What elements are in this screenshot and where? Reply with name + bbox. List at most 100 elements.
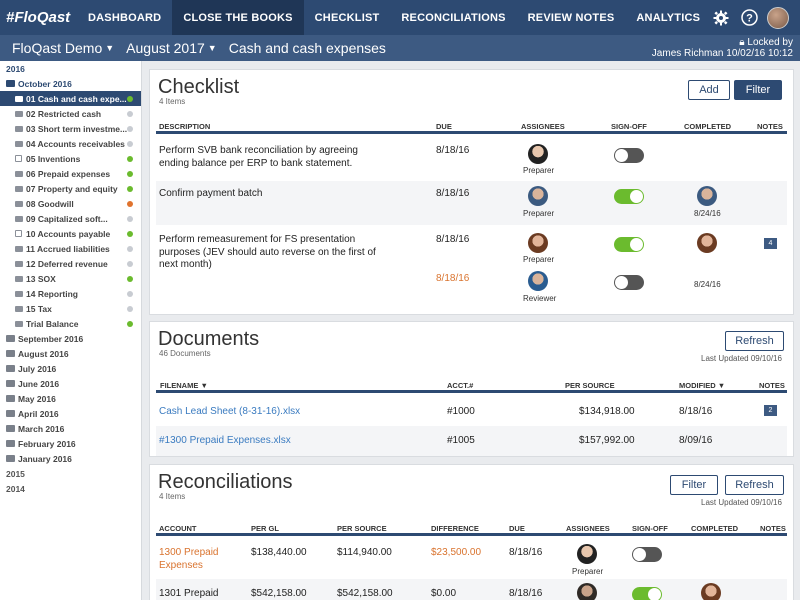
assignee-avatar[interactable] bbox=[577, 583, 597, 600]
sidebar-month[interactable]: July 2016 bbox=[0, 361, 141, 376]
sidebar-month[interactable]: March 2016 bbox=[0, 421, 141, 436]
sidebar-month[interactable]: June 2016 bbox=[0, 376, 141, 391]
sidebar-month-october-2016[interactable]: October 2016 bbox=[0, 76, 141, 91]
per-gl-amount: $542,158.00 bbox=[251, 588, 307, 599]
document-link[interactable]: Cash Lead Sheet (8-31-16).xlsx bbox=[159, 406, 301, 417]
col-filename[interactable]: FILENAME ▼ bbox=[160, 381, 208, 390]
signoff-toggle[interactable] bbox=[632, 587, 662, 600]
assignee-avatar[interactable] bbox=[528, 233, 548, 253]
sidebar-month[interactable]: February 2016 bbox=[0, 436, 141, 451]
sidebar-item[interactable]: 09 Capitalized soft... bbox=[0, 211, 141, 226]
table-row[interactable]: Perform SVB bank reconciliation by agree… bbox=[156, 137, 787, 181]
floqast-logo[interactable]: #FloQast bbox=[6, 9, 71, 26]
col-acct[interactable]: ACCT.# bbox=[447, 381, 474, 390]
completer-avatar[interactable] bbox=[701, 583, 721, 600]
sidebar-item[interactable]: 11 Accrued liabilities bbox=[0, 241, 141, 256]
sidebar-item[interactable]: 15 Tax bbox=[0, 301, 141, 316]
tab-review-notes[interactable]: REVIEW NOTES bbox=[527, 11, 615, 24]
sidebar-year[interactable]: 2015 bbox=[6, 468, 25, 479]
table-row[interactable]: Confirm payment batch 8/18/16 Preparer 8… bbox=[156, 181, 787, 225]
due-date: 8/18/16 bbox=[436, 188, 470, 199]
table-row[interactable]: 1301 Prepaid $542,158.00 $542,158.00 $0.… bbox=[156, 579, 787, 600]
sidebar-month-label: May 2016 bbox=[18, 393, 56, 404]
refresh-button[interactable]: Refresh bbox=[725, 331, 784, 351]
status-dot bbox=[127, 275, 133, 282]
col-per-gl[interactable]: PER GL bbox=[251, 524, 279, 533]
col-difference[interactable]: DIFFERENCE bbox=[431, 524, 479, 533]
table-row[interactable]: Perform remeasurement for FS presentatio… bbox=[156, 225, 787, 311]
note-count-badge[interactable]: 2 bbox=[764, 405, 777, 416]
folder-icon bbox=[15, 170, 23, 177]
sidebar-item-label: 02 Restricted cash bbox=[26, 108, 102, 119]
tab-dashboard[interactable]: DASHBOARD bbox=[88, 11, 162, 24]
col-description[interactable]: DESCRIPTION bbox=[159, 122, 211, 131]
sidebar-year-2016[interactable]: 2016 bbox=[6, 63, 25, 74]
table-row[interactable]: 1300 Prepaid Expenses $138,440.00 $114,9… bbox=[156, 539, 787, 579]
folder-open-icon bbox=[6, 80, 15, 87]
sidebar-item[interactable]: 03 Short term investme... bbox=[0, 121, 141, 136]
reviewer-avatar[interactable] bbox=[528, 271, 548, 291]
filter-button[interactable]: Filter bbox=[670, 475, 718, 495]
sidebar-item[interactable]: 02 Restricted cash bbox=[0, 106, 141, 121]
signoff-toggle[interactable] bbox=[632, 547, 662, 562]
sidebar-item[interactable]: 13 SOX bbox=[0, 271, 141, 286]
svg-text:?: ? bbox=[746, 13, 753, 25]
tab-reconciliations[interactable]: RECONCILIATIONS bbox=[401, 11, 506, 24]
col-account[interactable]: ACCOUNT bbox=[159, 524, 197, 533]
col-due[interactable]: DUE bbox=[509, 524, 525, 533]
add-button[interactable]: Add bbox=[688, 80, 730, 100]
refresh-button[interactable]: Refresh bbox=[725, 475, 784, 495]
sidebar-month[interactable]: September 2016 bbox=[0, 331, 141, 346]
sidebar-item[interactable]: 01 Cash and cash expe... bbox=[0, 91, 141, 106]
sidebar-month-label: September 2016 bbox=[18, 333, 84, 344]
table-row[interactable]: Cash Lead Sheet (8-31-16).xlsx #1000 $13… bbox=[156, 396, 787, 426]
completer-avatar[interactable] bbox=[697, 186, 717, 206]
col-modified[interactable]: MODIFIED ▼ bbox=[679, 381, 726, 390]
col-per-source[interactable]: PER SOURCE bbox=[565, 381, 615, 390]
company-selector[interactable]: FloQast Demo ▼ bbox=[0, 40, 114, 56]
col-notes: NOTES bbox=[759, 381, 785, 390]
col-completed[interactable]: COMPLETED bbox=[691, 524, 739, 533]
sidebar-month[interactable]: January 2016 bbox=[0, 451, 141, 466]
col-completed[interactable]: COMPLETED bbox=[684, 122, 732, 131]
sidebar-item[interactable]: 07 Property and equity bbox=[0, 181, 141, 196]
col-due[interactable]: DUE bbox=[436, 122, 452, 131]
sidebar-item[interactable]: 14 Reporting bbox=[0, 286, 141, 301]
sidebar-item[interactable]: 10 Accounts payable bbox=[0, 226, 141, 241]
folder-icon bbox=[6, 410, 15, 417]
note-count-badge[interactable]: 4 bbox=[764, 238, 777, 249]
user-avatar[interactable] bbox=[767, 6, 789, 29]
sidebar-item[interactable]: 05 Inventions bbox=[0, 151, 141, 166]
sidebar-month[interactable]: May 2016 bbox=[0, 391, 141, 406]
table-row[interactable]: #1300 Prepaid Expenses.xlsx #1005 $157,9… bbox=[156, 426, 787, 456]
sidebar-item[interactable]: 08 Goodwill bbox=[0, 196, 141, 211]
sidebar-month[interactable]: August 2016 bbox=[0, 346, 141, 361]
assignee-avatar[interactable] bbox=[528, 144, 548, 164]
col-per-source[interactable]: PER SOURCE bbox=[337, 524, 387, 533]
sidebar-item[interactable]: 12 Deferred revenue bbox=[0, 256, 141, 271]
period-selector[interactable]: August 2017 ▼ bbox=[114, 40, 217, 56]
assignee-avatar[interactable] bbox=[528, 186, 548, 206]
sidebar-item[interactable]: 04 Accounts receivables bbox=[0, 136, 141, 151]
signoff-toggle[interactable] bbox=[614, 237, 644, 252]
sidebar-item[interactable]: Trial Balance bbox=[0, 316, 141, 331]
account-link[interactable]: 1301 Prepaid bbox=[159, 588, 219, 599]
review-signoff-toggle[interactable] bbox=[614, 275, 644, 290]
sidebar-month[interactable]: April 2016 bbox=[0, 406, 141, 421]
signoff-toggle[interactable] bbox=[614, 189, 644, 204]
sidebar-item[interactable]: 06 Prepaid expenses bbox=[0, 166, 141, 181]
tab-close-the-books[interactable]: CLOSE THE BOOKS bbox=[172, 0, 304, 35]
filter-button[interactable]: Filter bbox=[734, 80, 782, 100]
completer-avatar[interactable] bbox=[697, 233, 717, 253]
sidebar-year[interactable]: 2014 bbox=[6, 483, 25, 494]
help-icon[interactable]: ? bbox=[735, 0, 763, 35]
tab-checklist[interactable]: CHECKLIST bbox=[314, 11, 380, 24]
document-link[interactable]: #1300 Prepaid Expenses.xlsx bbox=[159, 435, 291, 446]
assignee-avatar[interactable] bbox=[577, 544, 597, 564]
tab-analytics[interactable]: ANALYTICS bbox=[636, 11, 701, 24]
gear-icon[interactable] bbox=[707, 0, 735, 35]
sidebar-month-label: January 2016 bbox=[18, 453, 72, 464]
account-link[interactable]: 1300 Prepaid Expenses bbox=[159, 547, 219, 571]
signoff-toggle[interactable] bbox=[614, 148, 644, 163]
status-dot bbox=[127, 140, 133, 147]
